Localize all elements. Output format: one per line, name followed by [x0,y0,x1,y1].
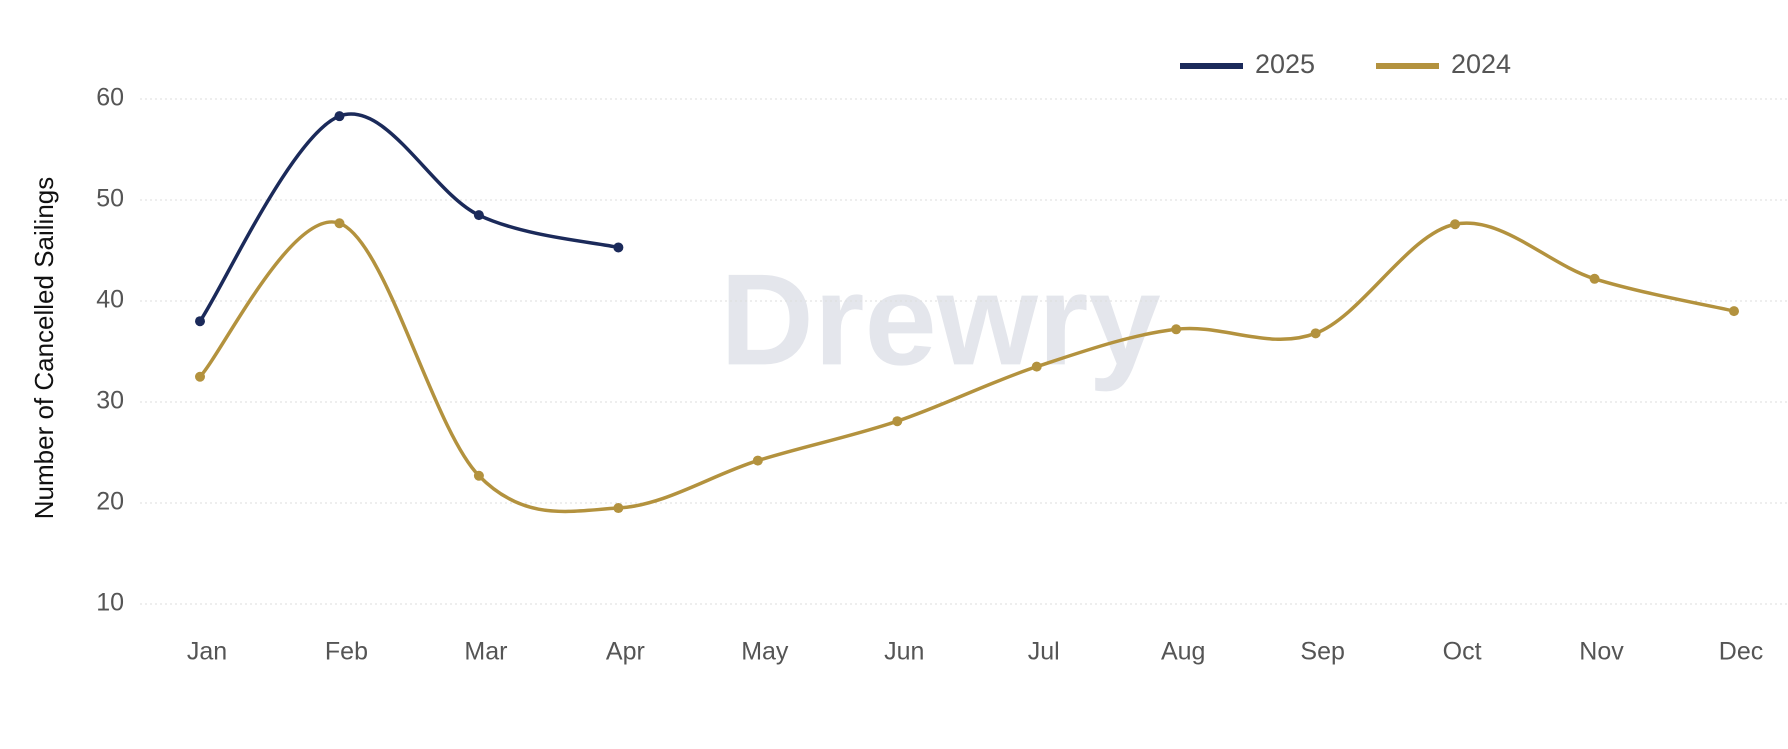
data-point [613,503,624,514]
x-tick-label: May [741,638,789,666]
y-tick-label: 30 [96,387,124,415]
x-tick-label: Feb [325,638,368,666]
x-tick-label: Oct [1443,638,1482,666]
data-point [473,470,484,481]
x-tick-label: Mar [464,638,507,666]
x-tick-label: Jul [1028,638,1060,666]
x-tick-label: Nov [1579,638,1624,666]
data-point [1729,306,1739,317]
data-point [1310,328,1321,339]
data-point [473,210,484,221]
y-tick-label: 50 [96,185,124,213]
data-point [1589,273,1600,284]
x-tick-label: Sep [1300,638,1344,666]
x-tick-label: Jan [187,638,227,666]
data-point [1450,219,1461,230]
x-tick-label: Apr [606,638,645,666]
data-point [892,416,903,427]
legend-label: 2024 [1451,49,1511,79]
y-tick-label: 20 [96,488,124,516]
data-point [334,111,345,122]
y-tick-label: 10 [96,589,124,617]
legend-label: 2025 [1255,49,1315,79]
data-point [195,316,205,327]
data-point [752,455,763,466]
y-axis-label: Number of Cancelled Sailings [29,177,59,520]
watermark: Drewry [720,246,1161,392]
x-tick-label: Dec [1719,638,1763,666]
data-point [1171,324,1182,335]
y-tick-label: 60 [96,84,124,112]
data-point [613,242,624,253]
x-tick-label: Aug [1161,638,1205,666]
data-point [195,371,205,382]
data-point [334,218,345,229]
data-point [1031,361,1042,372]
x-tick-label: Jun [884,638,924,666]
series-line [198,112,619,323]
y-tick-label: 40 [96,286,124,314]
